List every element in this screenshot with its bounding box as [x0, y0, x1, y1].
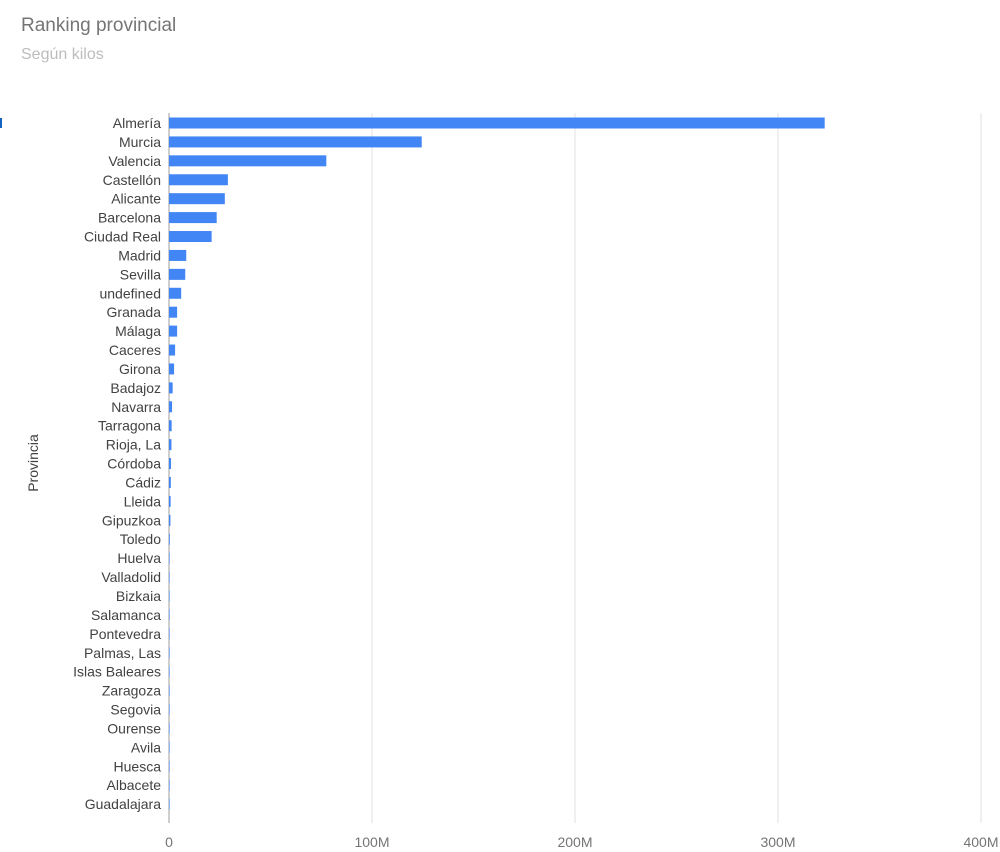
bar[interactable] — [169, 590, 170, 602]
bar[interactable] — [169, 231, 212, 243]
category-label: Gipuzkoa — [102, 512, 161, 528]
bar[interactable] — [169, 704, 170, 716]
bar[interactable] — [169, 268, 186, 280]
category-label: Islas Baleares — [73, 664, 161, 680]
category-label: Tarragona — [98, 418, 161, 434]
bar[interactable] — [169, 476, 171, 488]
chart-subtitle: Según kilos — [21, 46, 104, 63]
category-labels: Almería Murcia Valencia Castellón Alicante Ba… — [73, 115, 161, 812]
x-tick-label: 300M — [760, 834, 795, 850]
category-label: Salamanca — [91, 607, 161, 623]
bar[interactable] — [169, 287, 182, 299]
category-label: Pontevedra — [89, 626, 161, 642]
bar[interactable] — [169, 249, 187, 261]
bar[interactable] — [169, 325, 178, 337]
category-label: Sevilla — [120, 266, 161, 282]
bar[interactable] — [169, 174, 228, 186]
category-label: Guadalajara — [85, 796, 161, 812]
x-tick-label: 100M — [354, 834, 389, 850]
x-tick-labels: 0 100M 200M 300M 400M — [165, 834, 998, 850]
category-label: Zaragoza — [102, 683, 161, 699]
bar[interactable] — [169, 552, 170, 564]
chart-title: Ranking provincial — [21, 15, 177, 36]
category-label: Granada — [107, 304, 162, 320]
category-label: Girona — [119, 361, 161, 377]
category-label: Badajoz — [110, 380, 161, 396]
bar[interactable] — [169, 760, 170, 772]
bar[interactable] — [169, 514, 171, 526]
bar[interactable] — [169, 779, 170, 791]
bar[interactable] — [169, 306, 178, 318]
bar[interactable] — [169, 363, 175, 375]
bar[interactable] — [169, 571, 170, 583]
bar[interactable] — [169, 533, 170, 545]
category-label: Almería — [113, 115, 161, 131]
bar[interactable] — [169, 647, 170, 659]
bar[interactable] — [169, 722, 170, 734]
bar[interactable] — [169, 458, 172, 470]
bars — [169, 117, 825, 810]
bar[interactable] — [169, 798, 170, 810]
bar[interactable] — [169, 155, 327, 167]
category-label: Segovia — [110, 702, 161, 718]
bar[interactable] — [169, 382, 173, 394]
bar[interactable] — [169, 193, 225, 205]
category-label: Barcelona — [98, 210, 161, 226]
category-label: Alicante — [111, 191, 161, 207]
category-label: Valencia — [108, 153, 161, 169]
bar[interactable] — [169, 741, 170, 753]
category-label: Navarra — [111, 399, 161, 415]
x-tick-label: 200M — [557, 834, 592, 850]
y-axis-title: Provincia — [25, 434, 41, 492]
bar[interactable] — [169, 212, 217, 224]
x-tick-label: 400M — [963, 834, 998, 850]
category-label: Rioja, La — [106, 437, 161, 453]
bar[interactable] — [169, 495, 171, 507]
left-accent-marker — [0, 118, 2, 128]
grid-lines — [168, 113, 982, 823]
category-label: Castellón — [103, 172, 161, 188]
category-label: Ciudad Real — [84, 229, 161, 245]
bar[interactable] — [169, 628, 170, 640]
category-label: undefined — [99, 285, 161, 301]
bar[interactable] — [169, 439, 172, 451]
category-label: Murcia — [119, 134, 161, 150]
category-label: Cádiz — [125, 474, 161, 490]
category-label: Albacete — [107, 777, 162, 793]
bar[interactable] — [169, 401, 173, 413]
category-label: Ourense — [107, 720, 161, 736]
bar[interactable] — [169, 609, 170, 621]
bar[interactable] — [169, 136, 422, 148]
category-label: Córdoba — [107, 456, 161, 472]
bar[interactable] — [169, 666, 170, 678]
category-label: Huelva — [117, 550, 161, 566]
bar[interactable] — [169, 420, 172, 432]
category-label: Avila — [131, 739, 161, 755]
bar[interactable] — [169, 344, 176, 356]
category-label: Huesca — [114, 758, 162, 774]
x-tick-label: 0 — [165, 834, 173, 850]
category-label: Toledo — [120, 531, 161, 547]
bar[interactable] — [169, 685, 170, 697]
category-label: Lleida — [124, 493, 162, 509]
category-label: Caceres — [109, 342, 161, 358]
category-label: Valladolid — [101, 569, 161, 585]
category-label: Málaga — [115, 323, 161, 339]
category-label: Bizkaia — [116, 588, 161, 604]
bar[interactable] — [169, 117, 825, 129]
category-label: Palmas, Las — [84, 645, 161, 661]
category-label: Madrid — [118, 247, 161, 263]
